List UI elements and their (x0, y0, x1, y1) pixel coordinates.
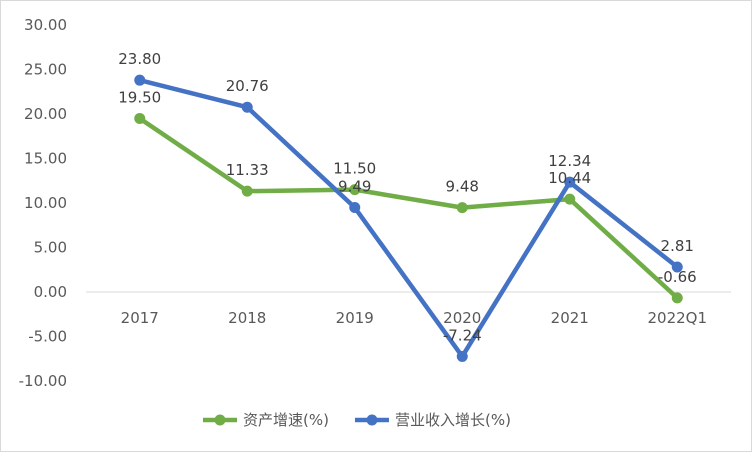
data-label: 19.50 (118, 88, 161, 106)
data-label: 10.44 (548, 169, 591, 187)
data-point (456, 350, 468, 362)
y-tick-label: 5.00 (34, 239, 67, 257)
x-tick-label: 2020 (443, 309, 481, 327)
data-point (134, 74, 146, 86)
y-tick-label: -10.00 (19, 372, 67, 390)
y-tick-label: 30.00 (24, 16, 67, 34)
data-point (456, 202, 468, 214)
series-line-1 (137, 116, 680, 301)
y-tick-label: 0.00 (34, 283, 67, 301)
data-label: -0.66 (658, 268, 697, 286)
data-label: 9.48 (446, 178, 479, 196)
x-tick-label: 2017 (121, 309, 159, 327)
axes: -10.00 -5.00 0.00 5.00 10.00 15.00 20.00 25.00 3… (19, 16, 731, 390)
data-point (134, 112, 146, 124)
data-label: -7.24 (443, 326, 482, 344)
data-label: 12.34 (548, 152, 591, 170)
x-tick-label: 2019 (336, 309, 374, 327)
data-point (564, 176, 576, 188)
legend: 资产增速(%) 营业收入增长(%) (203, 411, 511, 429)
data-point (241, 101, 253, 113)
data-point (349, 202, 361, 214)
y-tick-label: -5.00 (28, 328, 67, 346)
y-tick-label: 15.00 (24, 150, 67, 168)
legend-swatch-marker (214, 414, 226, 426)
legend-swatch-marker (366, 414, 378, 426)
data-labels: 19.50 11.33 11.50 9.48 10.44 -0.66 23.80 20.76 9… (118, 50, 696, 344)
data-point (564, 193, 576, 205)
series-line-2 (137, 77, 680, 359)
data-label: 11.50 (333, 160, 376, 178)
data-point (349, 184, 361, 196)
data-label: 11.33 (226, 161, 269, 179)
series-lines (134, 74, 683, 362)
data-label: 23.80 (118, 50, 161, 68)
data-point (241, 185, 253, 197)
data-label: 2.81 (661, 237, 694, 255)
x-tick-label: 2022Q1 (647, 309, 707, 327)
x-tick-label: 2021 (551, 309, 589, 327)
data-point (671, 261, 683, 273)
legend-label: 营业收入增长(%) (395, 411, 511, 429)
y-tick-label: 10.00 (24, 194, 67, 212)
data-label: 20.76 (226, 77, 269, 95)
y-tick-label: 25.00 (24, 61, 67, 79)
x-tick-label: 2018 (228, 309, 266, 327)
y-tick-label: 20.00 (24, 105, 67, 123)
legend-label: 资产增速(%) (243, 411, 329, 429)
data-label: 9.49 (338, 178, 371, 196)
data-point (671, 292, 683, 304)
